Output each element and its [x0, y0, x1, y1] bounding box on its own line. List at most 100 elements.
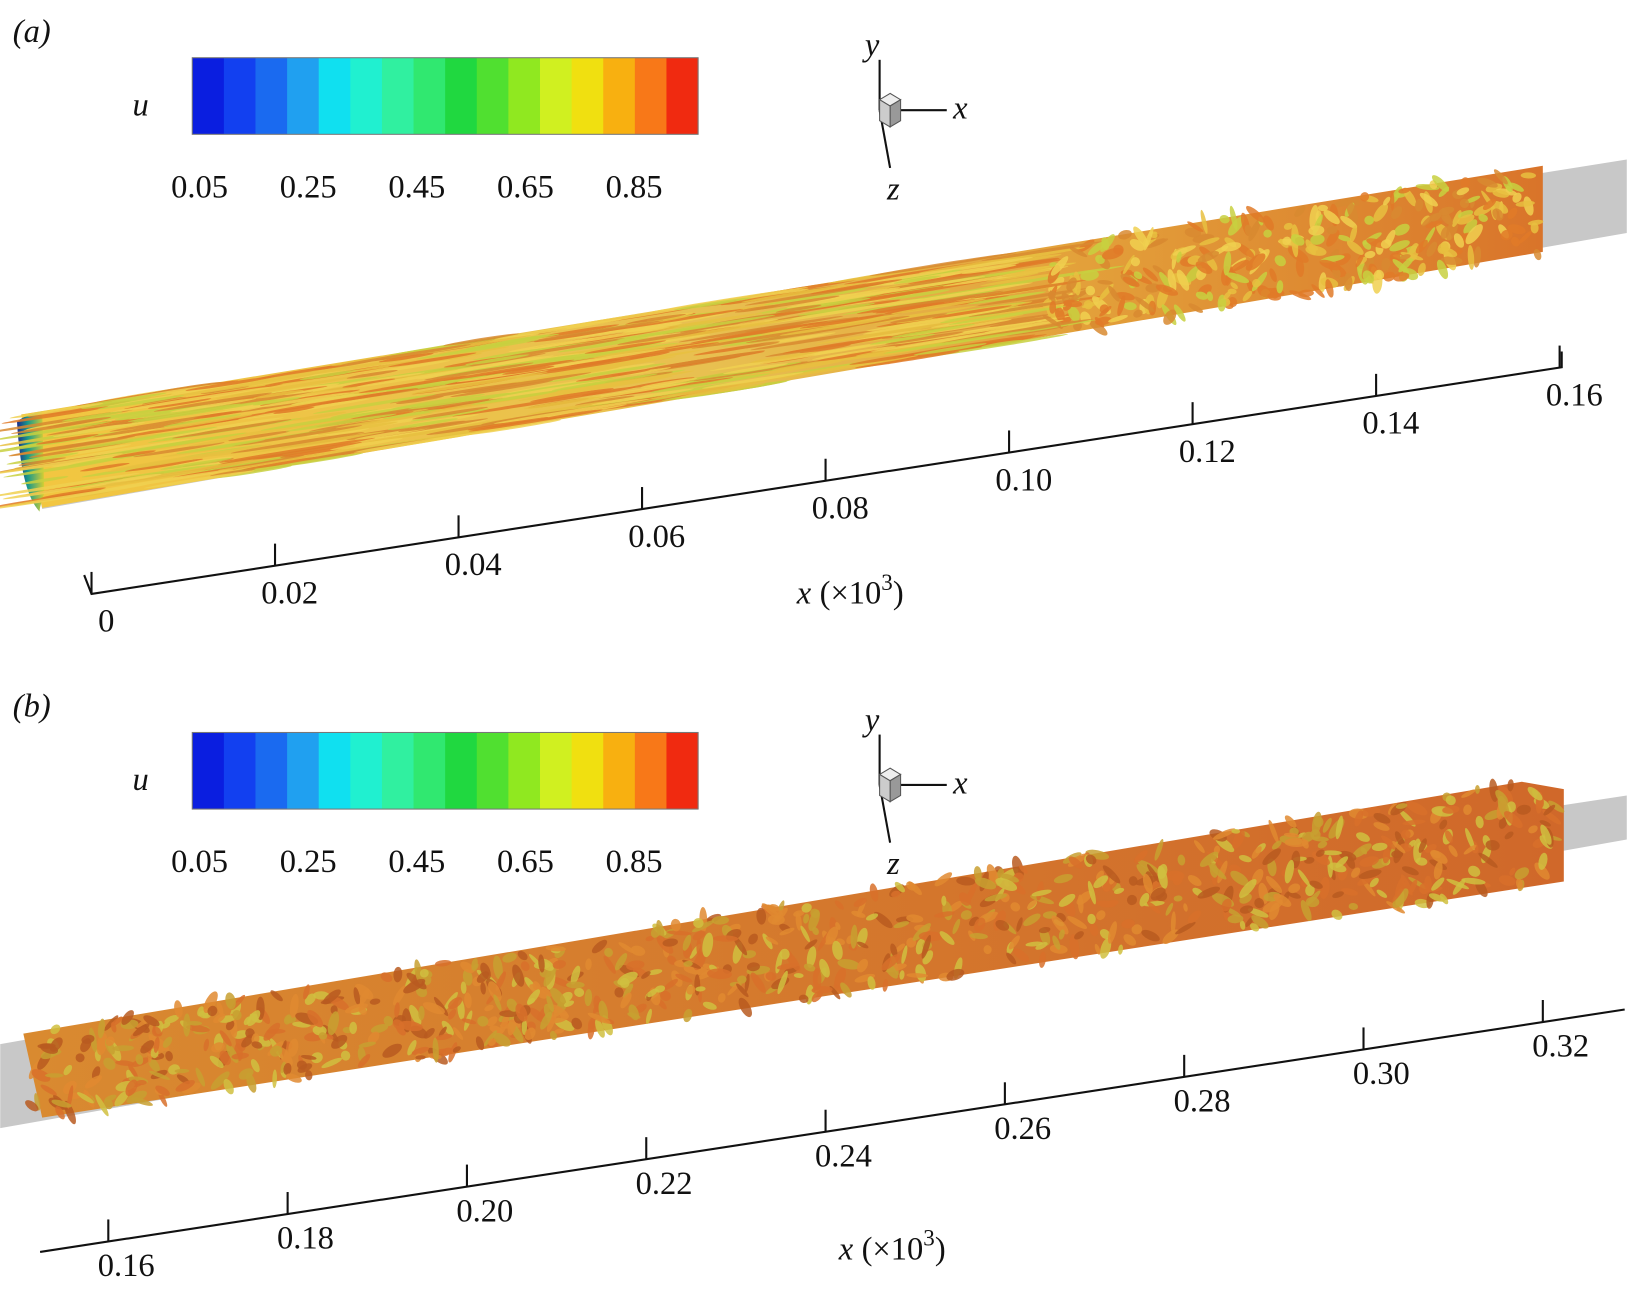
eddy — [464, 992, 472, 1009]
eddy — [1188, 303, 1203, 313]
eddy — [1251, 846, 1262, 859]
eddy — [1025, 941, 1044, 947]
eddy — [442, 359, 575, 381]
eddy — [1052, 935, 1061, 950]
eddy — [1500, 229, 1513, 241]
eddy — [1200, 209, 1208, 234]
eddy — [480, 962, 491, 980]
eddy — [305, 447, 362, 458]
eddy — [1294, 205, 1306, 217]
eddy — [667, 955, 677, 965]
eddy — [1276, 280, 1284, 294]
eddy — [346, 369, 398, 379]
eddy — [92, 421, 193, 438]
eddy — [284, 372, 425, 395]
eddy — [1510, 236, 1520, 247]
eddy — [1417, 262, 1426, 277]
eddy — [327, 1011, 340, 1036]
eddy — [63, 1080, 77, 1095]
eddy — [1335, 815, 1344, 840]
eddy — [363, 360, 451, 375]
x-tick-label: 0.10 — [995, 462, 1052, 498]
eddy — [84, 1075, 103, 1089]
eddy — [443, 333, 520, 346]
eddy — [1317, 204, 1329, 212]
eddy — [1392, 888, 1409, 909]
eddy — [800, 925, 810, 943]
eddy — [1507, 207, 1518, 220]
eddy — [894, 881, 905, 893]
eddy — [185, 376, 276, 391]
colorbar-band — [476, 57, 509, 135]
eddy — [387, 418, 458, 430]
eddy — [252, 397, 302, 406]
eddy — [1031, 889, 1052, 897]
eddy — [217, 453, 323, 471]
eddy — [77, 1092, 94, 1104]
eddy — [899, 970, 905, 980]
eddy — [890, 943, 898, 958]
eddy — [1069, 246, 1088, 258]
eddy — [1284, 815, 1297, 828]
eddy — [217, 419, 338, 440]
eddy — [568, 342, 720, 367]
eddy — [1139, 892, 1150, 907]
eddy — [1187, 875, 1202, 887]
eddy — [410, 408, 490, 422]
eddy — [765, 972, 777, 981]
colorbar-tick-label: 0.25 — [280, 844, 337, 880]
eddy — [1467, 244, 1475, 270]
eddy — [1122, 276, 1140, 287]
eddy — [1069, 934, 1080, 960]
eddy — [873, 911, 893, 929]
eddy — [1439, 247, 1458, 258]
eddy — [247, 1010, 261, 1027]
eddy — [8, 435, 133, 456]
eddy — [641, 971, 651, 979]
triad-cube — [879, 98, 891, 128]
eddy — [96, 1032, 108, 1056]
eddy — [650, 381, 718, 393]
eddy — [603, 955, 616, 974]
eddy — [713, 935, 739, 942]
eddy — [650, 287, 809, 313]
eddy — [1244, 224, 1253, 237]
eddy — [851, 910, 866, 918]
eddy — [797, 303, 876, 316]
eddy — [940, 313, 1001, 324]
eddy — [670, 918, 681, 932]
eddy — [678, 315, 844, 343]
axis-unit: (×10 — [820, 575, 882, 611]
triad-label: y — [862, 28, 880, 64]
eddy — [1445, 795, 1456, 806]
eddy — [448, 997, 463, 1010]
eddy — [946, 968, 965, 981]
eddy — [121, 1010, 134, 1025]
x-tick-label: 0.08 — [812, 491, 869, 527]
eddy — [537, 409, 604, 421]
eddy — [1035, 942, 1048, 950]
eddy — [921, 934, 932, 959]
eddy — [55, 1106, 65, 1120]
eddy — [1394, 831, 1405, 847]
eddy — [1130, 257, 1141, 267]
eddy — [460, 961, 475, 974]
eddy — [1459, 198, 1470, 208]
eddy — [472, 341, 588, 361]
eddy — [893, 921, 910, 929]
eddy — [1229, 205, 1238, 231]
eddy — [483, 1030, 497, 1047]
eddy — [1520, 172, 1537, 179]
eddy — [1187, 910, 1201, 924]
eddy — [367, 1031, 380, 1045]
eddy — [1131, 924, 1143, 935]
eddy — [1309, 880, 1323, 889]
eddy — [1415, 857, 1428, 866]
eddy — [1134, 850, 1148, 863]
eddy — [1068, 856, 1083, 869]
axis-exponent: 3 — [881, 569, 893, 595]
eddy — [1308, 225, 1325, 236]
eddy — [1313, 816, 1324, 828]
eddy — [1528, 825, 1538, 834]
